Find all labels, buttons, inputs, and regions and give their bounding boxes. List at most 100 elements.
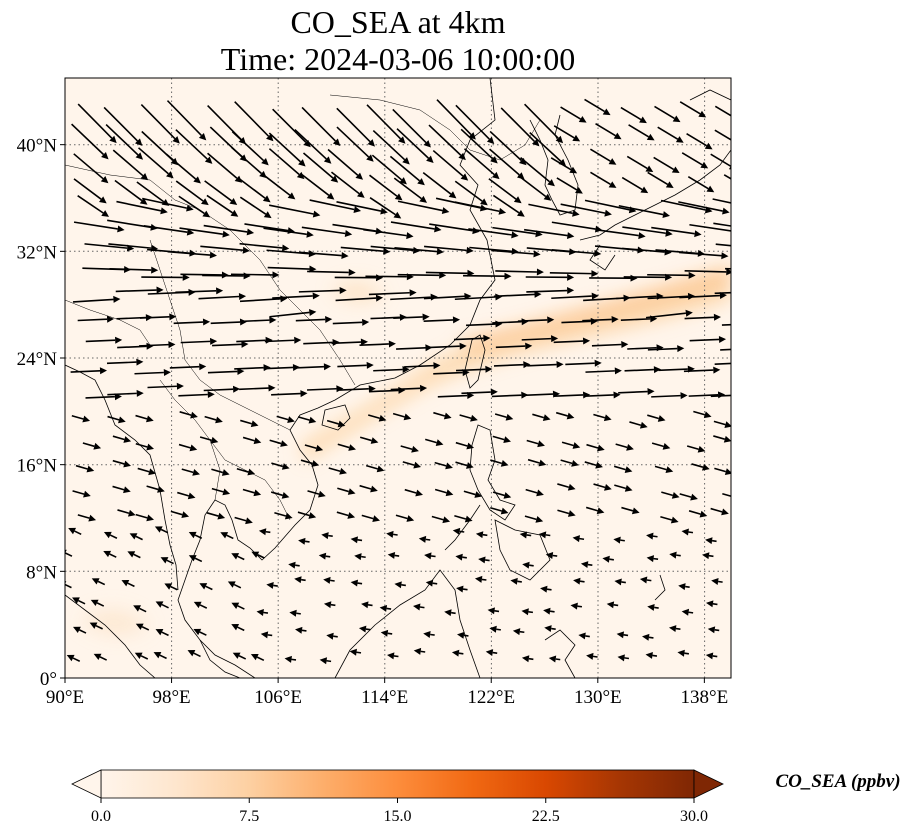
wind-arrow-head [188, 555, 197, 562]
wind-arrow-head [755, 288, 762, 295]
wind-arrow-shaft [455, 368, 486, 372]
wind-arrow-head [134, 138, 143, 146]
wind-arrow [424, 245, 474, 254]
wind-arrow [193, 628, 207, 636]
wind-arrow-shaft [263, 611, 269, 614]
wind-arrow-head [245, 517, 253, 525]
wind-arrow-shaft [460, 128, 494, 160]
wind-arrow-shaft [720, 348, 731, 351]
wind-arrow [548, 655, 561, 663]
wind-arrow-head [261, 158, 269, 166]
wind-arrow-head [608, 181, 617, 188]
wind-arrow-shaft [109, 553, 117, 558]
wind-arrow-head [101, 151, 109, 160]
wind-arrow-head [540, 585, 548, 593]
wind-arrow-shaft [462, 556, 467, 559]
wind-arrow [561, 441, 581, 449]
wind-arrow-shaft [453, 337, 484, 341]
wind-arrow-head [123, 486, 131, 494]
wind-arrow-shaft [425, 271, 468, 275]
wind-arrow [586, 443, 605, 452]
wind-arrow-shaft [140, 104, 176, 140]
wind-arrow [66, 654, 81, 662]
wind-arrow [713, 435, 731, 443]
wind-arrow [595, 228, 646, 240]
wind-arrow-head [645, 165, 654, 173]
wind-arrow-head [732, 228, 739, 235]
wind-arrow-head [665, 229, 673, 237]
wind-arrow [397, 200, 450, 214]
wind-arrow [589, 148, 617, 165]
wind-arrow [478, 556, 490, 564]
wind-arrow-shaft [109, 534, 118, 539]
wind-arrow [474, 575, 487, 583]
wind-arrow-head [123, 460, 132, 468]
wind-arrow-shaft [527, 458, 540, 464]
wind-arrow-head [103, 531, 112, 539]
wind-arrow-head [510, 577, 518, 585]
wind-arrow-shaft [359, 343, 389, 347]
wind-arrow-head [677, 649, 685, 657]
wind-arrow-head [704, 142, 713, 150]
wind-arrow-shaft [425, 438, 437, 444]
wind-arrow [580, 561, 593, 569]
wind-arrow-head [153, 652, 162, 659]
wind-arrow [188, 531, 203, 539]
wind-arrow [434, 461, 453, 470]
wind-arrow-shaft [106, 361, 137, 365]
wind-arrow [578, 632, 590, 640]
wind-arrow-head [284, 655, 292, 663]
wind-arrow [688, 510, 708, 518]
wind-arrow [77, 195, 110, 217]
wind-arrow [456, 585, 468, 593]
wind-arrow-shaft [307, 387, 337, 391]
wind-arrow-shaft [363, 228, 407, 237]
wind-arrow [436, 99, 476, 140]
wind-arrow [134, 368, 171, 376]
wind-arrow [529, 132, 567, 167]
wind-arrow [444, 609, 456, 617]
wind-arrow-shaft [386, 607, 392, 610]
wind-arrow [203, 385, 241, 393]
wind-arrow [590, 171, 617, 188]
wind-arrow [284, 655, 297, 663]
wind-arrow [582, 315, 619, 323]
wind-arrow-head [543, 193, 552, 201]
wind-arrow [137, 467, 156, 476]
wind-arrow-head [425, 579, 434, 587]
map-title-line2: Time: 2024-03-06 10:00:00 [221, 41, 575, 77]
wind-arrow-shaft [553, 125, 575, 139]
wind-arrow-shaft [620, 539, 625, 542]
wind-arrow [457, 631, 469, 639]
wind-arrow-head [353, 206, 362, 213]
wind-arrow-shaft [691, 463, 704, 468]
wind-arrow [135, 513, 154, 522]
wind-arrow-shaft [614, 484, 627, 490]
wind-arrow-shaft [200, 245, 244, 252]
wind-arrow-head [312, 210, 321, 218]
wind-arrow-head [187, 650, 196, 657]
wind-arrow-head [93, 653, 102, 661]
wind-arrow-shaft [181, 468, 194, 474]
wind-arrow-shaft [234, 516, 247, 522]
wind-arrow-shaft [332, 321, 363, 325]
wind-arrow-shaft [175, 129, 208, 160]
wind-arrow-head [700, 161, 709, 169]
wind-arrow-shaft [434, 488, 447, 494]
wind-arrow-head [217, 512, 226, 520]
wind-arrow-head [677, 345, 685, 353]
wind-arrow-head [500, 507, 509, 515]
wind-arrow-shaft [294, 129, 327, 160]
wind-arrow [584, 391, 621, 399]
wind-arrow-shaft [647, 171, 669, 186]
korea-coastline [529, 114, 579, 216]
wind-arrow-head [231, 624, 240, 631]
wind-arrow-shaft [430, 345, 460, 349]
wind-arrow-shaft [654, 465, 667, 471]
wind-arrow-shaft [71, 414, 84, 420]
wind-arrow [489, 625, 501, 633]
wind-arrow-head [281, 491, 290, 499]
wind-arrow [396, 128, 434, 164]
wind-arrow-head [308, 512, 317, 519]
wind-arrow [488, 178, 522, 204]
